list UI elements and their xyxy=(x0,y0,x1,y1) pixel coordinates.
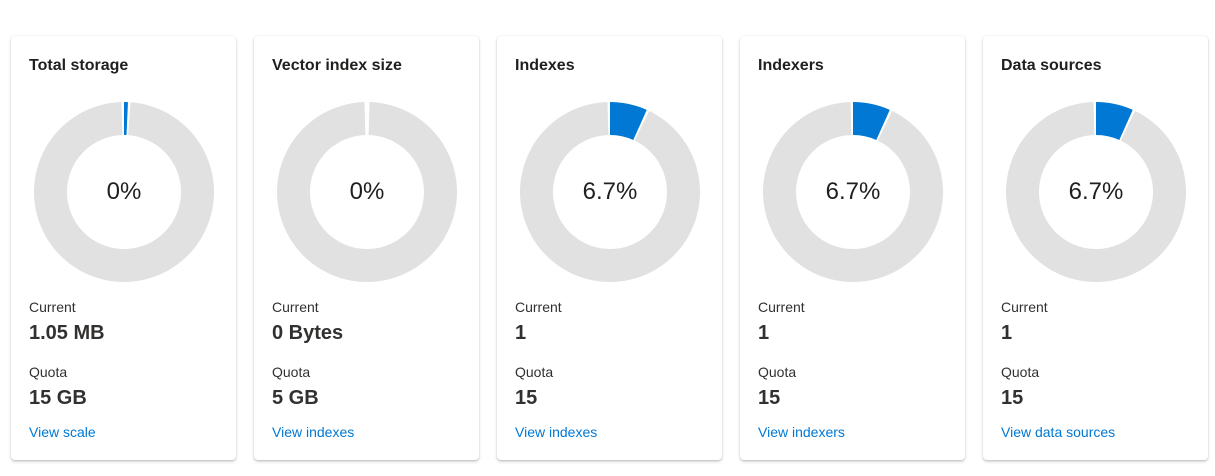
quota-value: 5 GB xyxy=(272,387,319,409)
card-title: Indexers xyxy=(758,57,824,74)
donut-svg xyxy=(520,102,700,282)
donut-svg xyxy=(34,102,214,282)
quota-label: Quota xyxy=(272,364,311,380)
usage-donut-chart: 6.7% xyxy=(1006,102,1186,282)
card-total-storage: Total storage 0% Current 1.05 MB Quota 1… xyxy=(11,36,236,460)
usage-percent: 6.7% xyxy=(1068,178,1124,205)
usage-donut-chart: 0% xyxy=(277,102,457,282)
current-label: Current xyxy=(1001,299,1048,315)
view-scale-link[interactable]: View scale xyxy=(29,424,96,440)
donut-svg xyxy=(763,102,943,282)
card-title: Total storage xyxy=(29,57,129,74)
usage-donut-chart: 6.7% xyxy=(763,102,943,282)
view-data-sources-link[interactable]: View data sources xyxy=(1001,424,1116,440)
usage-percent: 0% xyxy=(106,178,142,205)
card-data-sources: Data sources 6.7% Current 1 Quota 15 Vie… xyxy=(983,36,1208,460)
donut-svg xyxy=(1006,102,1186,282)
current-label: Current xyxy=(758,299,805,315)
current-label: Current xyxy=(515,299,562,315)
current-label: Current xyxy=(29,299,76,315)
card-vector-index-size: Vector index size 0% Current 0 Bytes Quo… xyxy=(254,36,479,460)
current-value: 1 xyxy=(515,322,527,344)
quota-label: Quota xyxy=(515,364,554,380)
quota-value: 15 GB xyxy=(29,387,87,409)
donut-remaining-segment xyxy=(520,102,700,282)
view-indexes-link[interactable]: View indexes xyxy=(515,424,598,440)
donut-svg xyxy=(277,102,457,282)
usage-percent: 6.7% xyxy=(825,178,881,205)
view-indexers-link[interactable]: View indexers xyxy=(758,424,845,440)
usage-cards: Total storage 0% Current 1.05 MB Quota 1… xyxy=(11,36,1208,460)
usage-percent: 6.7% xyxy=(582,178,638,205)
current-value: 1 xyxy=(1001,322,1013,344)
donut-remaining-segment xyxy=(763,102,943,282)
quota-value: 15 xyxy=(1001,387,1024,409)
current-label: Current xyxy=(272,299,319,315)
card-title: Data sources xyxy=(1001,57,1102,74)
usage-donut-chart: 6.7% xyxy=(520,102,700,282)
current-value: 1 xyxy=(758,322,770,344)
quota-label: Quota xyxy=(29,364,68,380)
donut-remaining-segment xyxy=(277,102,457,282)
view-indexes-link[interactable]: View indexes xyxy=(272,424,355,440)
card-title: Indexes xyxy=(515,57,575,74)
quota-label: Quota xyxy=(758,364,797,380)
card-indexers: Indexers 6.7% Current 1 Quota 15 View in… xyxy=(740,36,965,460)
donut-used-segment xyxy=(124,102,128,136)
donut-used-segment xyxy=(610,102,647,140)
card-indexes: Indexes 6.7% Current 1 Quota 15 View ind… xyxy=(497,36,722,460)
quota-label: Quota xyxy=(1001,364,1040,380)
usage-percent: 0% xyxy=(349,178,385,205)
donut-remaining-segment xyxy=(34,102,214,282)
donut-used-segment xyxy=(853,102,890,140)
card-title: Vector index size xyxy=(272,57,402,74)
current-value: 1.05 MB xyxy=(29,322,105,344)
quota-value: 15 xyxy=(758,387,781,409)
current-value: 0 Bytes xyxy=(272,322,344,344)
donut-remaining-segment xyxy=(1006,102,1186,282)
usage-donut-chart: 0% xyxy=(34,102,214,282)
donut-used-segment xyxy=(1096,102,1133,140)
quota-value: 15 xyxy=(515,387,538,409)
